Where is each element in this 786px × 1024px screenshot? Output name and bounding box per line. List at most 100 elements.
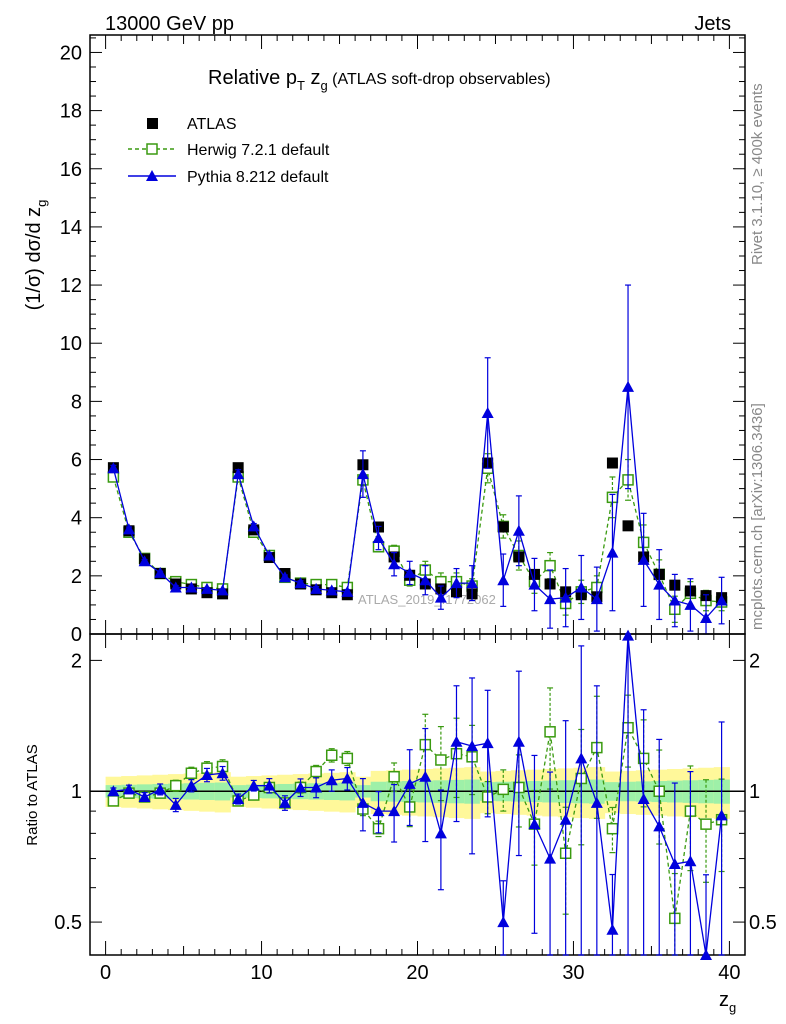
main-y-tick-label: 16 [60, 159, 82, 181]
ratio-pythia-point [294, 781, 307, 793]
ratio-pythia-point [232, 792, 245, 804]
pythia-point [263, 549, 276, 561]
pythia-point [310, 582, 323, 594]
ratio-pythia-point [341, 772, 354, 784]
ratio-herwig-point [310, 765, 322, 778]
ratio-pythia-point [497, 916, 510, 928]
ratio-y-tick-label-right: 0.5 [749, 912, 777, 934]
pythia-point [434, 591, 447, 603]
x-tick-label: 0 [100, 962, 111, 984]
pythia-point [278, 571, 291, 583]
x-tick-label: 30 [562, 962, 584, 984]
ratio-y-tick-label: 0.5 [54, 912, 82, 934]
ratio-panel: 0.5 0.51 12 20 10 20 30 40 [54, 629, 777, 984]
pythia-point [169, 581, 182, 593]
pythia-point [356, 468, 369, 480]
herwig-line [112, 468, 722, 611]
ratio-pythia-point [388, 805, 401, 817]
plot-title: Relative pT zg (ATLAS soft-drop observab… [208, 67, 551, 93]
ratio-pythia-point [575, 752, 588, 764]
pythia-point [403, 566, 416, 578]
pythia-point [247, 520, 260, 532]
ratio-herwig-point [544, 726, 556, 738]
main-y-tick-label: 12 [60, 275, 82, 297]
ratio-pythia-point [372, 805, 385, 817]
ratio-pythia-point [107, 785, 120, 797]
header-process: Jets [694, 13, 731, 35]
mcplots-label: mcplots.cern.ch [arXiv:1306.3436] [749, 403, 766, 630]
pythia-point [450, 577, 463, 589]
pythia-point [715, 594, 728, 606]
ratio-pythia-point [544, 852, 557, 864]
title-sub: T [297, 78, 305, 93]
ratio-herwig-point [700, 818, 712, 830]
main-y-tick-label: 0 [71, 624, 82, 646]
pythia-point [590, 593, 603, 605]
ratio-pythia-point [216, 767, 229, 779]
pythia-point [684, 598, 697, 610]
main-y-tick-label: 14 [60, 217, 82, 239]
ratio-pythia-point [122, 783, 135, 795]
pythia-point [294, 577, 307, 589]
pythia-point [122, 523, 135, 535]
main-y-tick-label: 8 [71, 391, 82, 413]
x-axis-label-sub: g [729, 1000, 736, 1015]
ratio-pythia-point [310, 781, 323, 793]
x-axis-label-main: z [719, 989, 729, 1011]
ratio-pythia-point [637, 792, 650, 804]
pythia-point [372, 532, 385, 544]
ratio-y-tick-label: 2 [71, 650, 82, 672]
x-axis-label: zg [719, 989, 736, 1015]
legend-label-atlas: ATLAS [187, 116, 237, 133]
legend: ATLAS Herwig 7.2.1 default Pythia 8.212 … [128, 116, 330, 186]
pythia-point [138, 555, 151, 567]
main-panel: 0 2 4 6 8 10 12 14 16 18 20 [60, 34, 746, 646]
main-y-tick-label: 18 [60, 101, 82, 123]
legend-label-pythia: Pythia 8.212 default [187, 169, 329, 186]
pythia-point [622, 380, 635, 392]
ratio-pythia-point [590, 796, 603, 808]
y-axis-label-main: (1/σ) dσ/d z [23, 207, 45, 311]
pythia-point [575, 581, 588, 593]
pythia-point [107, 462, 120, 474]
pythia-point [419, 574, 432, 586]
pythia-point [653, 578, 666, 590]
rivet-label: Rivet 3.1.10, ≥ 400k events [749, 83, 766, 265]
pythia-point [388, 558, 401, 570]
legend-marker-herwig [146, 143, 158, 155]
pythia-point [668, 594, 681, 606]
ratio-pythia-point [528, 818, 541, 830]
y-axis-label-sub: g [34, 200, 49, 207]
ratio-pythia-point [466, 740, 479, 752]
pythia-point [325, 584, 338, 596]
ratio-herwig-point [341, 752, 354, 765]
x-tick-label: 40 [718, 962, 740, 984]
pythia-point [185, 581, 198, 593]
main-y-tick-label: 20 [60, 42, 82, 64]
ratio-herwig-point [606, 822, 619, 835]
ratio-y-tick-label: 1 [71, 781, 82, 803]
ratio-pythia-point [622, 629, 635, 641]
pythia-point [341, 585, 354, 597]
title-after: z [305, 67, 321, 89]
title-main: Relative p [208, 67, 297, 89]
ratio-pythia-point [200, 768, 213, 780]
ratio-pythia-point [559, 813, 572, 825]
ratio-herwig-point [325, 749, 338, 761]
ratio-axis-label: Ratio to ATLAS [24, 744, 41, 845]
ratio-herwig-line [113, 725, 722, 919]
ratio-pythia-point [512, 735, 525, 747]
ratio-pythia-point [715, 809, 728, 821]
x-tick-label: 20 [406, 962, 428, 984]
pythia-line [112, 386, 723, 619]
ratio-pythia-point [325, 774, 338, 786]
ratio-pythia-point [169, 798, 182, 810]
ratio-pythia-point [653, 820, 666, 832]
legend-label-herwig: Herwig 7.2.1 default [187, 142, 330, 159]
header-energy: 13000 GeV pp [105, 13, 234, 35]
ratio-herwig-point [107, 795, 120, 807]
atlas-point [497, 521, 509, 533]
legend-marker-pythia [146, 170, 158, 181]
ratio-pythia-point [668, 858, 681, 870]
